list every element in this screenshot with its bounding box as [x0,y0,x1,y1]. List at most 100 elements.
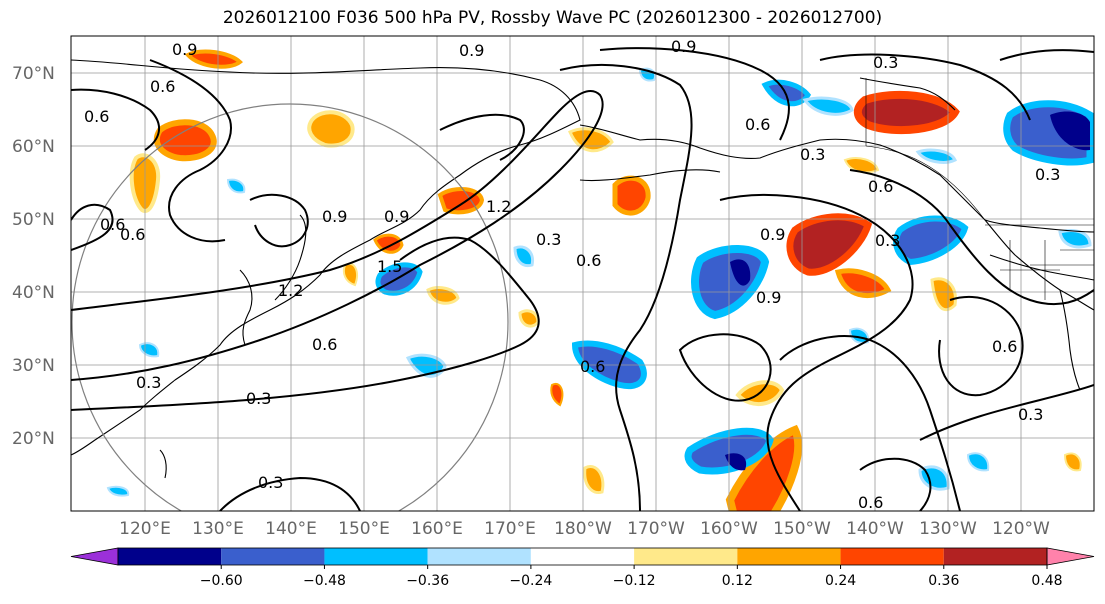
lon-label: 160°E [411,519,463,539]
lat-label: 40°N [12,283,55,303]
colorbar-tick-label: −0.36 [406,573,449,589]
contour-label: 0.3 [258,473,283,492]
colorbar-tick-label: −0.48 [303,573,346,589]
contour-label: 0.9 [384,207,409,226]
contour-label: 0.6 [312,335,337,354]
anomaly-positive [550,382,564,407]
lat-label: 70°N [12,64,55,84]
contour-label: 0.6 [100,215,125,234]
contour-label: 0.6 [576,251,601,270]
lon-label: 180°W [554,519,612,539]
colorbar: −0.60 −0.48 −0.36 −0.24 −0.12 0.12 0.24 0.36 0.4… [70,547,1095,589]
colorbar-segment [840,548,944,565]
contour-label: 0.3 [136,373,161,392]
anomaly-positive [612,175,651,216]
contour-label: 1.2 [486,197,511,216]
lon-label: 130°W [919,519,977,539]
anomaly-positive [853,90,960,135]
anomaly-negative [1050,111,1090,151]
contour-label: 0.6 [858,493,883,512]
lon-label: 130°E [192,519,244,539]
anomaly-negative [730,259,751,286]
lon-label: 150°W [773,519,831,539]
anomaly-negative [226,178,246,194]
map-title: 2026012100 F036 500 hPa PV, Rossby Wave … [222,8,883,28]
colorbar-tick-label: −0.24 [509,573,552,589]
colorbar-tick-label: −0.60 [200,573,243,589]
contour-label: 0.9 [322,207,347,226]
colorbar-segment [634,548,738,565]
latitude-labels: 70°N 60°N 50°N 40°N 30°N 20°N [12,64,55,449]
anomaly-negative [725,453,747,471]
contour-label: 0.9 [459,41,484,60]
colorbar-segment [324,548,428,565]
colorbar-tick-label: 0.48 [1031,573,1062,589]
great-circle-marker [71,103,509,511]
anomaly-negative [513,245,535,268]
anomaly-positive [930,277,957,312]
contour-label: 0.9 [760,225,785,244]
coastlines [71,59,1094,479]
contour-label: 0.3 [246,389,271,408]
colorbar-extend-min [70,547,119,566]
anomaly-positive [342,262,358,287]
lon-label: 140°E [265,519,317,539]
lon-label: 120°W [992,519,1050,539]
anomaly-negative [802,96,854,116]
anomaly-positive [583,465,605,495]
contour-label: 0.3 [1035,165,1060,184]
colorbar-segment [118,548,222,565]
anomaly-positive [426,286,460,305]
contour-label: 0.6 [745,115,770,134]
contour-label: 0.9 [172,40,197,59]
borders [865,78,1094,300]
anomaly-positive [184,49,243,69]
lat-label: 30°N [12,356,55,376]
lon-label: 120°E [119,519,171,539]
anomaly-negative [138,342,160,358]
contour-label: 0.6 [868,177,893,196]
colorbar-segment [943,548,1047,565]
contour-label: 0.3 [873,53,898,72]
colorbar-segment [737,548,841,565]
anomaly-negative [106,485,130,497]
contour-label: 0.3 [875,231,900,250]
colorbar-extend-max [1046,547,1095,566]
anomaly-negative [848,327,870,344]
lon-label: 170°E [484,519,536,539]
anomaly-positive [834,268,892,299]
contour-label: 0.6 [580,357,605,376]
longitude-labels: 120°E 130°E 140°E 150°E 160°E 170°E 180°… [119,519,1050,539]
colorbar-tick-label: −0.12 [613,573,656,589]
anomaly-positive [437,187,485,215]
colorbar-tick-label: 0.36 [928,573,959,589]
anomaly-negative [915,148,958,164]
lon-label: 160°W [700,519,758,539]
anomaly-positive [843,157,880,174]
colorbar-segment [530,548,635,565]
colorbar-segment [427,548,531,565]
contour-label: 0.6 [150,77,175,96]
contour-label: 0.3 [800,145,825,164]
colorbar-tick-label: 0.24 [825,573,856,589]
lat-label: 20°N [12,429,55,449]
anomaly-positive [1063,452,1082,472]
pv-contours [71,47,1094,511]
lat-label: 60°N [12,137,55,157]
lon-label: 170°W [627,519,685,539]
map-frame [70,35,1095,512]
contour-label: 0.6 [120,225,145,244]
anomaly-positive [786,213,873,276]
anomaly-negative [405,353,447,378]
contour-label: 1.5 [377,257,402,276]
contour-label: 0.6 [84,107,109,126]
contour-label: 0.9 [756,288,781,307]
lon-label: 150°E [338,519,390,539]
colorbar-tick-label: 0.12 [722,573,753,589]
contour-label: 0.3 [1018,405,1043,424]
contour-label: 0.6 [992,337,1017,356]
colorbar-frame [117,547,1048,566]
colorbar-segment [221,548,325,565]
lat-label: 50°N [12,210,55,230]
contour-label: 0.9 [671,37,696,56]
